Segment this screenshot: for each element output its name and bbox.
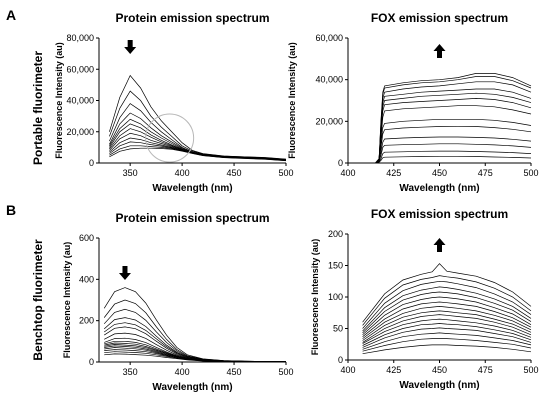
x-axis-title: Wavelength (nm) xyxy=(152,183,232,194)
x-tick-label: 500 xyxy=(278,168,293,178)
arrow-down-icon xyxy=(124,40,137,54)
x-tick-label: 425 xyxy=(386,168,401,178)
chart-fox-benchtop: FOX emission spectrum 400 425 450 475 500 0 50 1… xyxy=(310,207,539,391)
series-line-14 xyxy=(362,332,532,350)
series-line-2 xyxy=(362,275,532,326)
series-line-7 xyxy=(109,128,287,161)
y-tick-label: 0 xyxy=(338,158,343,168)
series-line-12 xyxy=(375,150,532,164)
series-line-9 xyxy=(375,125,532,164)
series-line-11 xyxy=(375,143,532,164)
y-tick-label: 80,000 xyxy=(66,33,94,43)
series-line-6 xyxy=(375,98,532,164)
y-tick-label: 60,000 xyxy=(66,64,94,74)
x-axis-title: Wavelength (nm) xyxy=(399,183,479,194)
x-tick-label: 425 xyxy=(386,365,401,375)
series-line-10 xyxy=(375,136,532,164)
y-axis-title: Fluorescence Intensity (au) xyxy=(310,239,320,356)
series-line-16 xyxy=(362,344,532,355)
row-label-benchtop: Benchtop fluorimeter xyxy=(31,239,45,361)
chart-protein-portable: Protein emission spectrum 350 400 450 500 0 20… xyxy=(54,11,294,194)
panel-letter-a: A xyxy=(6,7,16,23)
y-tick-label: 0 xyxy=(89,357,94,367)
y-tick-label: 100 xyxy=(328,292,343,302)
series-line-8 xyxy=(109,132,287,161)
chart-fox-portable: FOX emission spectrum 400 425 450 475 500 0 20,… xyxy=(287,11,539,194)
x-tick-label: 450 xyxy=(432,168,447,178)
series-line-10 xyxy=(362,314,532,343)
arrow-up-icon xyxy=(433,238,446,252)
series-line-3 xyxy=(109,103,287,160)
x-tick-label: 400 xyxy=(175,367,190,377)
x-axis-title: Wavelength (nm) xyxy=(152,382,232,393)
y-tick-label: 40,000 xyxy=(66,96,94,106)
x-tick-label: 350 xyxy=(123,168,138,178)
x-tick-label: 450 xyxy=(227,168,242,178)
series-line-11 xyxy=(362,318,532,344)
x-tick-label: 475 xyxy=(478,365,493,375)
series-line-12 xyxy=(362,323,532,346)
series-line-7 xyxy=(362,301,532,337)
y-tick-label: 0 xyxy=(338,355,343,365)
chart-title: Protein emission spectrum xyxy=(115,211,269,225)
x-tick-label: 350 xyxy=(123,367,138,377)
chart-protein-benchtop: Protein emission spectrum 350 400 450 500 0 20… xyxy=(62,211,294,393)
y-axis-title: Fluorescence Intensity (au) xyxy=(54,42,64,159)
series-line-13 xyxy=(362,327,532,348)
series-line-4 xyxy=(362,286,532,332)
chart-title: Protein emission spectrum xyxy=(115,11,269,25)
series-line-1 xyxy=(109,74,287,160)
series-line-6 xyxy=(104,326,286,362)
x-tick-label: 500 xyxy=(278,367,293,377)
series-line-2 xyxy=(109,90,287,160)
x-axis-title: Wavelength (nm) xyxy=(399,380,479,391)
x-tick-label: 450 xyxy=(227,367,242,377)
series-line-1 xyxy=(375,73,532,164)
arrow-up-icon xyxy=(433,44,446,58)
series-line-6 xyxy=(362,296,532,336)
y-tick-label: 600 xyxy=(79,233,94,243)
y-tick-label: 50 xyxy=(333,324,343,334)
series-line-12 xyxy=(109,147,287,162)
series-line-3 xyxy=(362,280,532,329)
series-line-5 xyxy=(362,291,532,334)
series-line-8 xyxy=(375,118,532,164)
chart-title: FOX emission spectrum xyxy=(371,207,508,221)
x-tick-label: 400 xyxy=(340,365,355,375)
y-tick-label: 20,000 xyxy=(315,116,343,126)
x-tick-label: 500 xyxy=(523,365,538,375)
highlight-circle xyxy=(145,113,195,163)
chart-title: FOX emission spectrum xyxy=(371,11,508,25)
x-tick-label: 500 xyxy=(523,168,538,178)
x-tick-label: 400 xyxy=(175,168,190,178)
series-line-13 xyxy=(375,155,532,164)
y-tick-label: 150 xyxy=(328,261,343,271)
series-line-1 xyxy=(362,263,532,323)
series-line-7 xyxy=(375,105,532,164)
y-tick-label: 400 xyxy=(79,274,94,284)
y-axis-title: Fluorescence Intensity (au) xyxy=(287,42,297,159)
y-tick-label: 40,000 xyxy=(315,75,343,85)
y-axis-title: Fluorescence Intensity (au) xyxy=(62,242,72,359)
series-line-9 xyxy=(362,310,532,341)
x-tick-label: 400 xyxy=(340,168,355,178)
x-tick-label: 475 xyxy=(478,168,493,178)
series-line-16 xyxy=(104,353,286,363)
panel-letter-b: B xyxy=(6,202,16,218)
series-line-9 xyxy=(109,137,287,161)
series-line-15 xyxy=(362,338,532,352)
x-tick-label: 450 xyxy=(432,365,447,375)
series-line-3 xyxy=(103,308,287,362)
y-tick-label: 0 xyxy=(89,158,94,168)
y-tick-label: 20,000 xyxy=(66,127,94,137)
row-label-portable: Portable fluorimeter xyxy=(31,51,45,165)
series-line-8 xyxy=(362,306,532,339)
y-tick-label: 200 xyxy=(79,316,94,326)
arrow-down-icon xyxy=(118,266,131,280)
y-tick-label: 60,000 xyxy=(315,33,343,43)
y-tick-label: 200 xyxy=(328,229,343,239)
